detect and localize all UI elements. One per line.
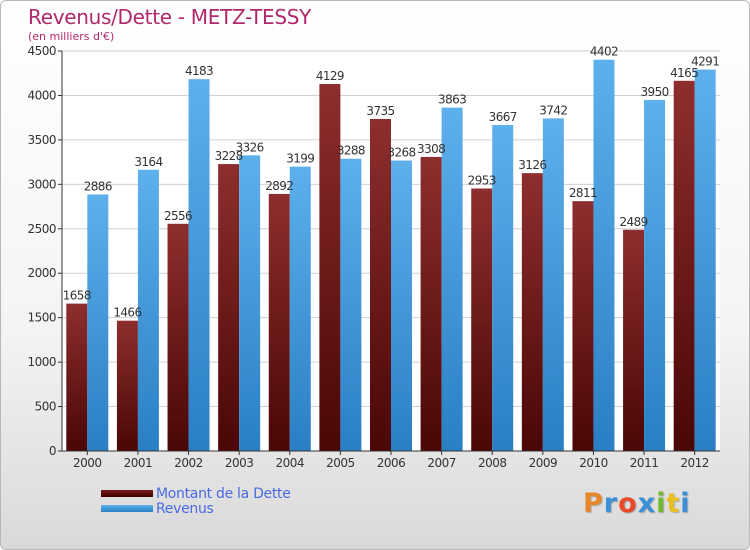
legend-label-debt: Montant de la Dette — [156, 486, 291, 502]
x-tick-label: 2012 — [680, 456, 709, 470]
data-label-revenus: 3667 — [489, 110, 517, 124]
legend-label-revenus: Revenus — [156, 501, 214, 517]
x-tick-label: 2003 — [225, 456, 254, 470]
y-tick-label: 1000 — [27, 355, 56, 369]
data-label-debt: 4165 — [670, 66, 698, 80]
x-tick-label: 2005 — [326, 456, 355, 470]
bar-debt — [370, 119, 391, 451]
data-label-revenus: 4183 — [185, 64, 213, 78]
proxiti-logo: Proxiti — [583, 488, 691, 519]
bar-revenus — [87, 194, 109, 451]
data-label-debt: 3308 — [417, 142, 445, 156]
bar-debt — [572, 201, 594, 451]
y-tick-label: 3500 — [27, 133, 56, 147]
bar-revenus — [239, 155, 261, 451]
bar-debt — [319, 83, 341, 451]
bar-revenus — [340, 158, 362, 451]
y-tick-label: 0 — [49, 444, 56, 458]
legend-swatch-debt — [101, 490, 153, 497]
data-label-revenus: 3288 — [337, 144, 365, 158]
x-tick-label: 2010 — [579, 456, 608, 470]
logo-letter: x — [637, 488, 657, 519]
y-tick-label: 4000 — [27, 88, 56, 102]
data-label-revenus: 2886 — [84, 179, 112, 193]
data-label-revenus: 3742 — [539, 103, 567, 117]
data-label-debt: 2556 — [164, 209, 192, 223]
bar-revenus — [542, 118, 564, 451]
data-label-revenus: 3863 — [438, 93, 466, 107]
y-tick-label: 2000 — [27, 266, 56, 280]
data-label-revenus: 3164 — [134, 155, 162, 169]
bar-revenus — [289, 166, 311, 451]
x-tick-label: 2001 — [124, 456, 153, 470]
bar-debt — [66, 303, 88, 451]
bar-debt — [268, 193, 290, 451]
data-label-revenus: 4291 — [691, 55, 719, 69]
legend-swatch-revenus — [101, 505, 153, 512]
logo-letter: r — [603, 488, 619, 519]
x-tick-label: 2009 — [529, 456, 558, 470]
x-tick-label: 2006 — [377, 456, 406, 470]
data-label-revenus: 3950 — [641, 85, 669, 99]
data-label-debt: 3735 — [366, 104, 394, 118]
y-tick-label: 500 — [35, 400, 56, 414]
data-label-debt: 1466 — [113, 306, 141, 320]
data-label-revenus: 3326 — [236, 140, 264, 154]
bar-debt — [167, 223, 189, 451]
logo-letter: o — [618, 488, 638, 519]
data-label-debt: 2489 — [620, 215, 648, 229]
bar-revenus — [441, 107, 463, 451]
y-tick-label: 4500 — [27, 44, 56, 58]
x-tick-label: 2004 — [275, 456, 304, 470]
data-label-debt: 1658 — [63, 289, 91, 303]
bar-debt — [116, 320, 138, 451]
data-label-debt: 2811 — [569, 186, 597, 200]
bar-revenus — [593, 59, 615, 451]
x-tick-label: 2000 — [73, 456, 102, 470]
chart-title: Revenus/Dette - METZ-TESSY — [28, 5, 312, 29]
logo-letter: P — [583, 488, 604, 519]
bar-revenus — [391, 160, 412, 451]
bar-debt — [673, 80, 695, 452]
data-label-debt: 4129 — [316, 69, 344, 83]
bar-revenus — [137, 169, 159, 451]
bar-revenus — [644, 99, 666, 451]
x-tick-label: 2008 — [478, 456, 507, 470]
logo-letter: i — [680, 488, 691, 519]
bar-debt — [420, 156, 442, 451]
bar-debt — [218, 164, 240, 452]
bar-revenus — [188, 79, 210, 451]
bar-revenus — [694, 69, 716, 452]
x-tick-label: 2007 — [427, 456, 456, 470]
data-label-revenus: 4402 — [590, 45, 618, 59]
data-label-debt: 2892 — [265, 179, 293, 193]
bar-debt — [521, 173, 543, 451]
data-label-debt: 2953 — [468, 174, 496, 188]
data-label-revenus: 3199 — [286, 152, 314, 166]
chart-subtitle: (en milliers d'€) — [28, 30, 115, 43]
logo-letter: t — [666, 488, 681, 519]
bar-debt — [623, 229, 645, 451]
y-tick-label: 1500 — [27, 311, 56, 325]
x-tick-label: 2002 — [174, 456, 203, 470]
data-label-debt: 3228 — [215, 149, 243, 163]
bar-debt — [471, 188, 493, 451]
y-tick-label: 2500 — [27, 222, 56, 236]
bar-revenus — [492, 125, 514, 452]
x-tick-label: 2011 — [630, 456, 659, 470]
y-tick-label: 3000 — [27, 177, 56, 191]
logo-letter: i — [656, 488, 667, 519]
data-label-debt: 3126 — [518, 158, 546, 172]
data-label-revenus: 3268 — [387, 146, 415, 160]
